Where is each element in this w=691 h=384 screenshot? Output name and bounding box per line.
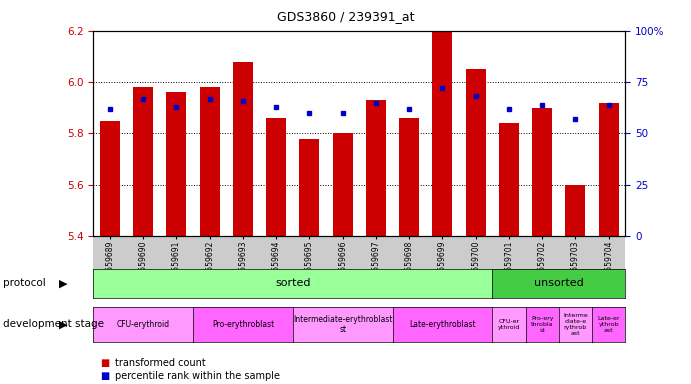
Text: protocol: protocol — [3, 278, 46, 288]
Bar — [433, 31, 453, 236]
Text: Pro-ery
throbla
st: Pro-ery throbla st — [531, 316, 553, 333]
Bar — [532, 108, 552, 236]
Text: CFU-er
ythroid: CFU-er ythroid — [498, 319, 520, 330]
Text: Late-er
ythrob
ast: Late-er ythrob ast — [598, 316, 620, 333]
Text: ▶: ▶ — [59, 278, 68, 288]
Text: Interme
diate-e
rythrob
ast: Interme diate-e rythrob ast — [563, 313, 588, 336]
Text: Late-erythroblast: Late-erythroblast — [409, 320, 476, 329]
Bar — [299, 139, 319, 236]
Bar — [133, 87, 153, 236]
Text: CFU-erythroid: CFU-erythroid — [117, 320, 170, 329]
Bar — [366, 100, 386, 236]
Text: unsorted: unsorted — [534, 278, 584, 288]
Text: Pro-erythroblast: Pro-erythroblast — [212, 320, 274, 329]
Bar — [233, 61, 253, 236]
Text: ■: ■ — [100, 358, 109, 368]
Bar — [266, 118, 286, 236]
Bar — [333, 134, 352, 236]
Text: sorted: sorted — [275, 278, 310, 288]
Bar — [598, 103, 618, 236]
Bar — [466, 69, 486, 236]
Bar — [399, 118, 419, 236]
Text: ▶: ▶ — [59, 319, 68, 329]
Bar — [200, 87, 220, 236]
Text: percentile rank within the sample: percentile rank within the sample — [115, 371, 281, 381]
Text: Intermediate-erythroblast
st: Intermediate-erythroblast st — [293, 315, 392, 334]
Text: transformed count: transformed count — [115, 358, 206, 368]
Bar — [565, 185, 585, 236]
Text: development stage: development stage — [3, 319, 104, 329]
Bar — [167, 93, 187, 236]
Text: GDS3860 / 239391_at: GDS3860 / 239391_at — [277, 10, 414, 23]
Bar — [499, 123, 519, 236]
Text: ■: ■ — [100, 371, 109, 381]
Bar — [100, 121, 120, 236]
